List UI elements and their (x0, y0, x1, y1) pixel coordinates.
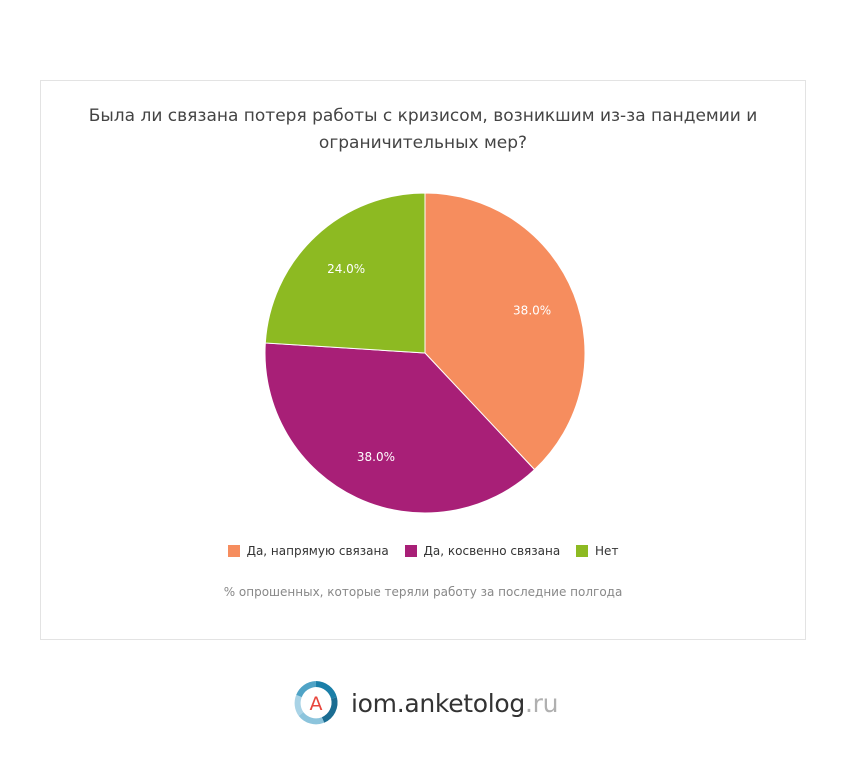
brand-logo[interactable]: A iom.anketolog.ru (293, 680, 558, 726)
brand-name: iom.anketolog.ru (351, 689, 558, 718)
pie-slice-no[interactable] (264, 192, 426, 354)
chart-card: Была ли связана потеря работы с кризисом… (40, 80, 806, 640)
legend-swatch-indirect (404, 545, 417, 557)
legend-item-no[interactable]: Нет (576, 544, 618, 558)
pie-slice-direct[interactable] (424, 192, 586, 471)
legend-label-direct: Да, напрямую связана (246, 544, 389, 558)
chart-legend: Да, напрямую связана Да, косвенно связан… (41, 544, 805, 560)
chart-title: Была ли связана потеря работы с кризисом… (88, 106, 758, 153)
pie-label-direct: 38.0% (513, 304, 551, 318)
pie-label-no: 24.0% (327, 262, 365, 276)
legend-label-indirect: Да, косвенно связана (423, 544, 561, 558)
legend-item-direct[interactable]: Да, напрямую связана (227, 544, 389, 558)
brand-domain: iom.anketolog (351, 688, 525, 718)
legend-swatch-no (576, 545, 589, 557)
brand-tld: .ru (524, 688, 559, 718)
chart-subtitle: % опрошенных, которые теряли работу за п… (223, 585, 623, 599)
pie-chart: 38.0% 38.0% 24.0% (264, 192, 586, 514)
legend-swatch-direct (227, 545, 240, 557)
anketolog-logo-icon: A (294, 681, 338, 725)
legend-label-no: Нет (595, 544, 619, 558)
pie-slice-indirect[interactable] (264, 342, 536, 514)
logo-letter: A (310, 693, 323, 715)
pie-label-indirect: 38.0% (357, 450, 395, 464)
legend-item-indirect[interactable]: Да, косвенно связана (404, 544, 561, 558)
